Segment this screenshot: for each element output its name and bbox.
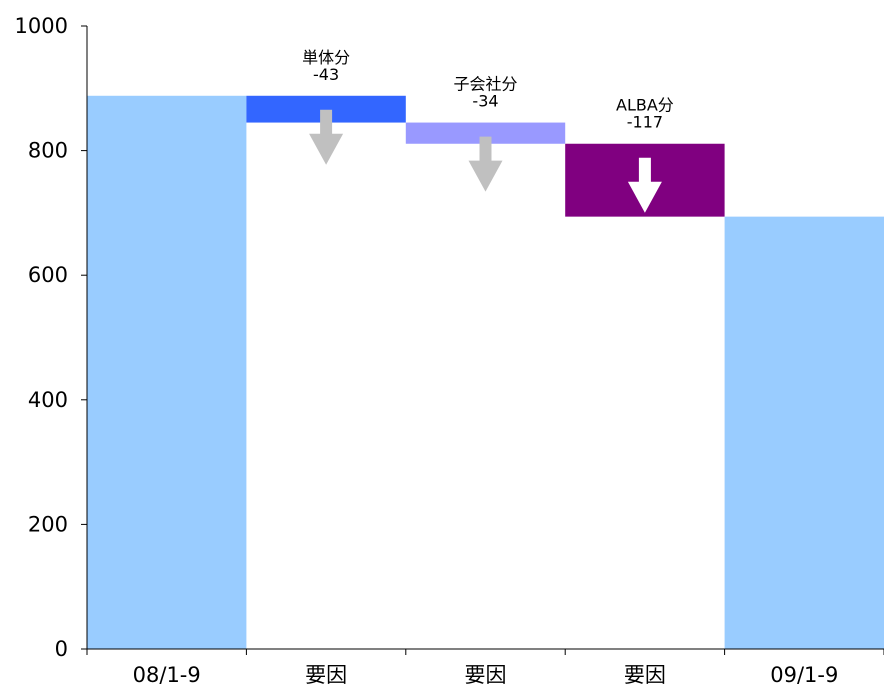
y-tick-label: 600: [28, 263, 68, 287]
x-category-label: 要因: [305, 663, 347, 687]
bar-annotation-label: 子会社分: [453, 75, 517, 94]
y-tick-label: 400: [28, 388, 68, 412]
y-tick-label: 0: [55, 637, 68, 661]
y-tick-label: 800: [28, 139, 68, 163]
x-category-label: 09/1-9: [770, 663, 838, 687]
bar-annotation-delta: -34: [472, 92, 498, 111]
down-arrow-icon: [627, 157, 662, 213]
bar-annotation-delta: -117: [627, 113, 663, 132]
x-category-label: 要因: [624, 663, 666, 687]
bar-4: [724, 216, 884, 649]
axes-layer: 0 200 400 600 800 1000 08/1-9 要因 要因 要因 09/1-9: [15, 14, 884, 687]
bar-0: [87, 95, 247, 649]
bar-annotation-label: 単体分: [302, 48, 350, 67]
y-tick-label: 200: [28, 512, 68, 536]
x-category-label: 08/1-9: [133, 663, 201, 687]
bars-layer: [87, 95, 884, 649]
annotations-layer: 単体分-43 子会社分-34 ALBA分-117: [302, 48, 674, 213]
x-category-label: 要因: [465, 663, 507, 687]
bar-annotation-delta: -43: [313, 65, 339, 84]
down-arrow-icon: [309, 109, 344, 165]
bar-2: [405, 122, 566, 144]
bar-annotation-label: ALBA分: [616, 96, 674, 115]
down-arrow-icon: [468, 136, 503, 192]
y-tick-label: 1000: [15, 14, 68, 38]
